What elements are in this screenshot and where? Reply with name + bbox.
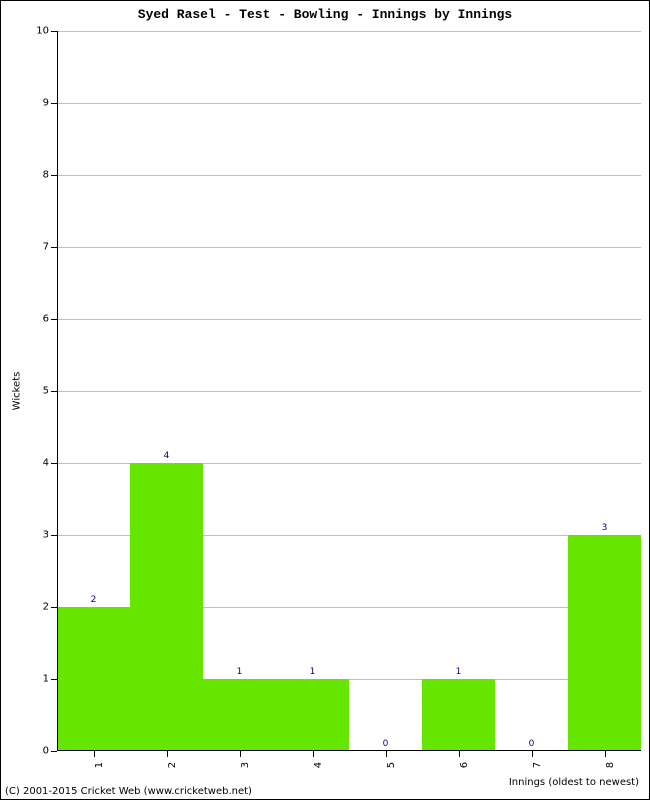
y-tick [51,463,57,464]
bar-value-label: 3 [602,523,608,533]
x-tick-label: 6 [459,762,470,768]
bars-container [57,31,641,751]
x-tick [459,751,460,757]
y-tick [51,103,57,104]
x-tick-label: 2 [167,762,178,768]
bar [130,463,203,751]
x-tick [94,751,95,757]
y-axis-label: Wickets [12,372,23,411]
y-tick-label: 3 [33,530,49,541]
y-tick-label: 10 [33,26,49,37]
y-tick-label: 7 [33,242,49,253]
bar [568,535,641,751]
x-tick-label: 8 [605,762,616,768]
bar [57,607,130,751]
y-tick-label: 6 [33,314,49,325]
y-tick [51,535,57,536]
x-tick-label: 1 [94,762,105,768]
y-tick [51,247,57,248]
y-tick [51,319,57,320]
y-tick [51,751,57,752]
y-tick [51,175,57,176]
x-tick-label: 3 [240,762,251,768]
bar-value-label: 2 [91,595,97,605]
x-tick-label: 4 [313,762,324,768]
x-tick [532,751,533,757]
bar-value-label: 1 [237,667,243,677]
x-tick [167,751,168,757]
x-tick-label: 5 [386,762,397,768]
bar [203,679,276,751]
bar-value-label: 4 [164,451,170,461]
bar-value-label: 0 [383,739,389,749]
bar-value-label: 1 [456,667,462,677]
y-tick-label: 4 [33,458,49,469]
bar-value-label: 0 [529,739,535,749]
x-tick [240,751,241,757]
y-tick-label: 9 [33,98,49,109]
x-tick [386,751,387,757]
bar [276,679,349,751]
y-axis-line [57,31,58,751]
bar [422,679,495,751]
x-axis-label: Innings (oldest to newest) [509,777,639,788]
x-tick-label: 7 [532,762,543,768]
chart-title: Syed Rasel - Test - Bowling - Innings by… [1,7,649,22]
plot-area: 2 4 1 1 0 1 0 3 [57,31,641,751]
y-tick-label: 1 [33,674,49,685]
y-tick-label: 2 [33,602,49,613]
x-tick [605,751,606,757]
x-axis-line [57,750,641,751]
chart-frame: Syed Rasel - Test - Bowling - Innings by… [0,0,650,800]
y-tick [51,607,57,608]
copyright-text: (C) 2001-2015 Cricket Web (www.cricketwe… [5,786,252,797]
y-tick [51,31,57,32]
y-tick [51,679,57,680]
x-tick [313,751,314,757]
y-tick-label: 8 [33,170,49,181]
bar-value-label: 1 [310,667,316,677]
y-tick-label: 0 [33,746,49,757]
y-tick [51,391,57,392]
y-tick-label: 5 [33,386,49,397]
